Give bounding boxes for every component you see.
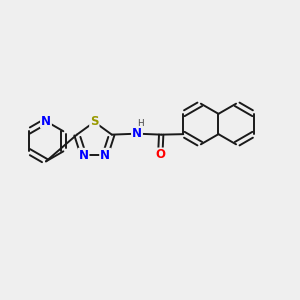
Text: H: H <box>138 119 144 128</box>
Text: N: N <box>132 127 142 140</box>
Text: N: N <box>41 115 51 128</box>
Text: S: S <box>90 116 99 128</box>
Text: N: N <box>100 149 110 162</box>
Text: O: O <box>155 148 165 161</box>
Text: N: N <box>79 149 88 162</box>
